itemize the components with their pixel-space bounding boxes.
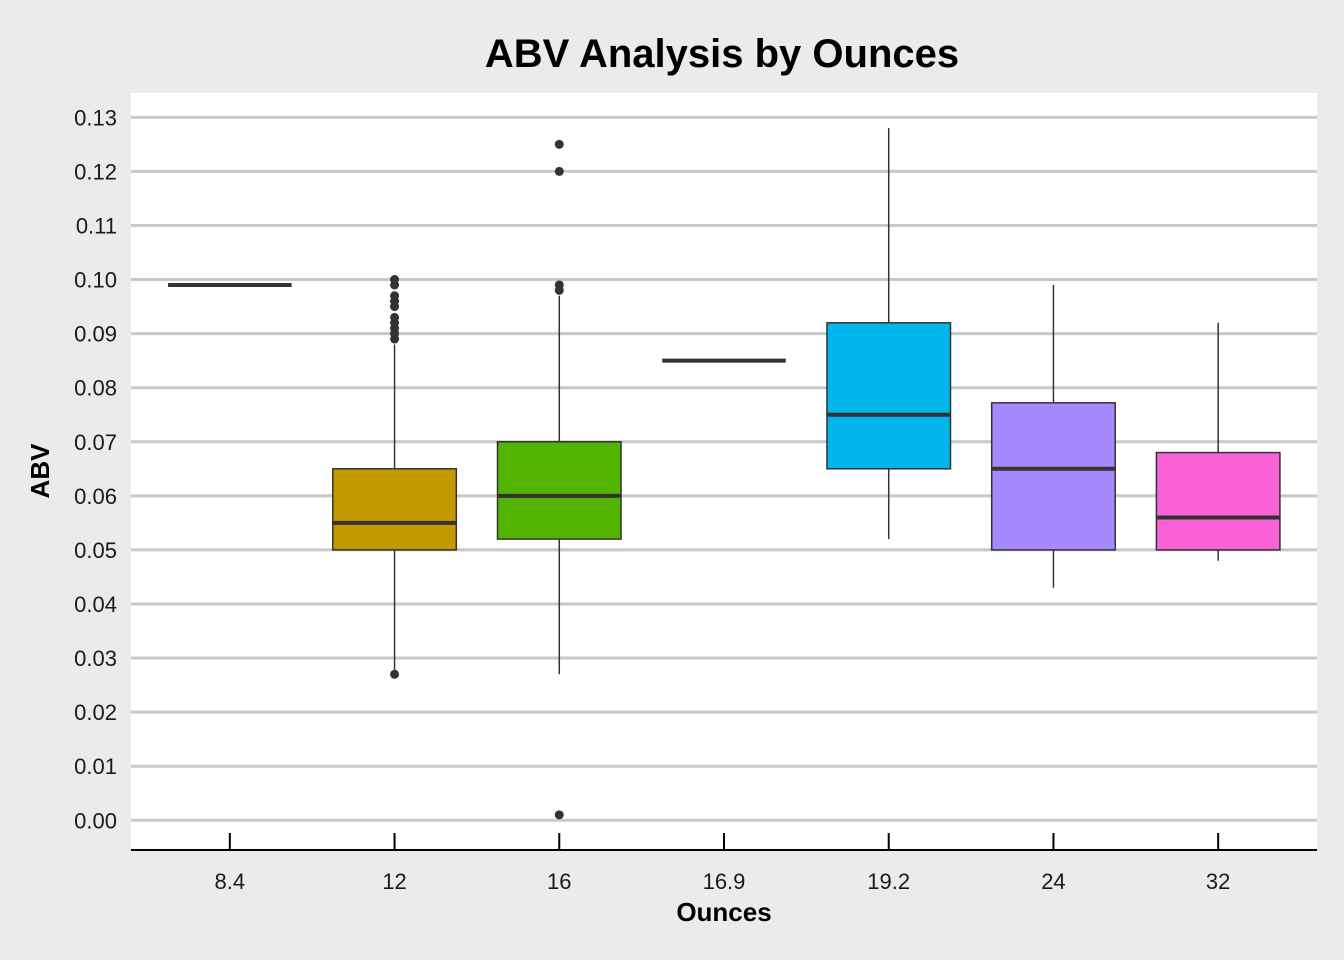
y-tick-label: 0.03: [74, 646, 117, 671]
outlier-point: [554, 166, 564, 176]
box-iqr: [826, 322, 952, 470]
y-tick-label: 0.05: [74, 538, 117, 563]
y-tick-label: 0.07: [74, 430, 117, 455]
box-12: [332, 275, 458, 679]
outlier-point: [554, 280, 564, 290]
x-tick-label: 16: [547, 869, 571, 894]
x-tick-label: 19.2: [867, 869, 910, 894]
box-19.2: [826, 128, 952, 540]
y-axis-title: ABV: [25, 443, 55, 499]
outlier-point: [390, 669, 400, 679]
plot-panel: [131, 93, 1317, 850]
x-axis-title: Ounces: [676, 897, 771, 927]
y-tick-label: 0.04: [74, 592, 117, 617]
x-tick-label: 16.9: [703, 869, 746, 894]
y-tick-label: 0.02: [74, 700, 117, 725]
x-tick-label: 24: [1041, 869, 1065, 894]
x-tick-label: 32: [1206, 869, 1230, 894]
chart-title: ABV Analysis by Ounces: [485, 32, 959, 76]
outlier-point: [554, 810, 564, 820]
box-iqr: [496, 441, 622, 540]
gridlines: [131, 115, 1317, 822]
outlier-point: [390, 275, 400, 285]
y-tick-label: 0.13: [74, 105, 117, 130]
y-tick-label: 0.11: [76, 213, 117, 238]
box-24: [990, 284, 1116, 588]
boxes: [168, 128, 1281, 820]
outlier-point: [390, 291, 400, 301]
y-tick-label: 0.00: [74, 808, 117, 833]
y-tick-label: 0.12: [74, 159, 117, 184]
y-axis-ticks: 0.00 0.01 0.02 0.03 0.04 0.05 0.06 0.07 0.08 0.09…: [74, 105, 117, 833]
x-tick-label: 8.4: [215, 869, 246, 894]
x-tick-label: 12: [382, 869, 406, 894]
y-tick-label: 0.06: [74, 484, 117, 509]
box-iqr: [990, 402, 1116, 551]
y-tick-label: 0.08: [74, 376, 117, 401]
box-iqr: [332, 468, 458, 551]
y-tick-label: 0.10: [74, 268, 117, 293]
box-32: [1155, 322, 1281, 561]
y-tick-label: 0.09: [74, 322, 117, 347]
y-tick-label: 0.01: [74, 754, 117, 779]
outlier-point: [390, 312, 400, 322]
x-axis-ticks: 8.4 12 16 16.9 19.2 24 32: [215, 833, 1230, 894]
outlier-point: [554, 139, 564, 149]
box-16: [496, 139, 622, 820]
box-iqr: [1155, 451, 1281, 551]
